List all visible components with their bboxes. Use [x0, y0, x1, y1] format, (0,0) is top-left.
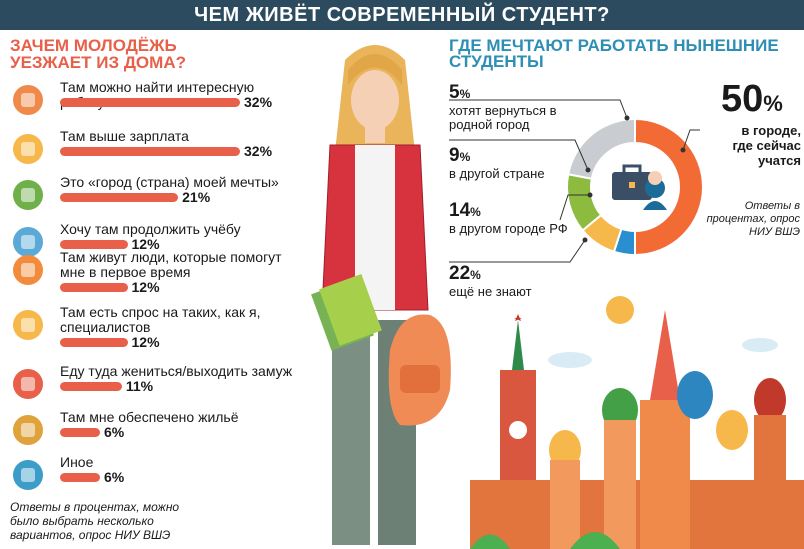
stat-percent: %: [459, 150, 471, 164]
reason-bar: [60, 473, 100, 482]
big-stat: 50%: [721, 78, 783, 120]
stat-percent: %: [470, 205, 481, 219]
reason-value: 11%: [125, 378, 154, 394]
left-heading: ЗАЧЕМ МОЛОДЁЖЬ УЕЗЖАЕТ ИЗ ДОМА?: [10, 36, 186, 72]
stat-text: в другой стране: [449, 166, 545, 181]
reason-bar: [60, 98, 240, 107]
stat-number: 9: [449, 145, 460, 166]
rings-icon: [13, 415, 43, 445]
book-icon: [13, 227, 43, 257]
reason-row: Там живут люди, которые помогут мне в пе…: [8, 250, 298, 298]
student-illustration: [311, 45, 451, 545]
donut-stat: 14% в другом городе РФ: [449, 200, 569, 236]
reason-bar: [60, 240, 128, 249]
reason-value: 32%: [244, 143, 273, 159]
reason-label: Это «город (страна) моей мечты»: [60, 174, 279, 190]
reason-label: Там есть спрос на таких, как я, специали…: [60, 304, 261, 335]
reason-bar: [60, 338, 128, 347]
reason-row: Это «город (страна) моей мечты» 21%: [8, 175, 298, 223]
reason-value: 6%: [104, 469, 125, 485]
reason-label: Иное: [60, 454, 94, 470]
reason-row: Иное 6%: [8, 455, 298, 503]
reason-label: Там выше зарплата: [60, 128, 189, 144]
stat-number: 14: [449, 200, 471, 221]
donut-stat: 9% в другой стране: [449, 145, 569, 181]
reason-bar: [60, 147, 240, 156]
reason-label: Хочу там продолжить учёбу: [60, 221, 241, 237]
reason-value: 12%: [131, 279, 160, 295]
stat-percent: %: [459, 87, 471, 101]
reason-value: 21%: [182, 189, 211, 205]
kremlin-illustration: [470, 296, 804, 549]
reason-row: Там мне обеспечено жильё 6%: [8, 410, 298, 458]
map-pin-icon: [13, 180, 43, 210]
donut-stat: 5% хотят вернуться в родной город: [449, 82, 569, 132]
reason-bar: [60, 283, 128, 292]
briefcase-icon: [604, 152, 676, 224]
reason-value: 12%: [131, 334, 160, 350]
donut-stat: 22% ещё не знают: [449, 263, 569, 299]
right-note: Ответы в процентах, опрос НИУ ВШЭ: [706, 200, 800, 238]
reason-row: Там есть спрос на таких, как я, специали…: [8, 305, 298, 353]
reason-row: Там выше зарплата 32%: [8, 129, 298, 177]
stat-text: хотят вернуться в родной город: [449, 103, 557, 132]
lightbulb-head-icon: [13, 85, 43, 115]
right-heading: ГДЕ МЕЧТАЮТ РАБОТАТЬ НЫНЕШНИЕ СТУДЕНТЫ: [449, 36, 779, 71]
donut-slice: [634, 117, 704, 257]
page-title: ЧЕМ ЖИВЁТ СОВРЕМЕННЫЙ СТУДЕНТ?: [0, 0, 804, 30]
stat-number: 22: [449, 263, 471, 284]
stat-percent: %: [470, 268, 481, 282]
left-note: Ответы в процентах, можно было выбрать н…: [10, 500, 180, 542]
reason-bar: [60, 382, 122, 391]
reason-label: Там мне обеспечено жильё: [60, 409, 239, 425]
coins-icon: [13, 134, 43, 164]
reason-row: Еду туда жениться/выходить замуж 11%: [8, 364, 298, 412]
house-icon: [13, 460, 43, 490]
stat-text: в другом городе РФ: [449, 221, 568, 236]
reason-bar: [60, 193, 179, 202]
reason-value: 32%: [244, 94, 273, 110]
hard-hat-icon: [13, 310, 43, 340]
glasses-icon: [13, 369, 43, 399]
reason-label: Там живут люди, которые помогут мне в пе…: [60, 249, 282, 280]
reason-bar: [60, 428, 100, 437]
reason-row: Там можно найти интересную работу32%: [8, 80, 298, 128]
stat-text: ещё не знают: [449, 284, 532, 299]
reason-row: Хочу там продолжить учёбу 12%: [8, 222, 298, 270]
handshake-icon: [13, 255, 43, 285]
reason-value: 6%: [104, 424, 125, 440]
big-stat-text: в городе, где сейчас учатся: [732, 123, 801, 168]
reason-label: Еду туда жениться/выходить замуж: [60, 363, 293, 379]
stat-number: 5: [449, 82, 460, 103]
reason-value: 12%: [131, 236, 160, 252]
